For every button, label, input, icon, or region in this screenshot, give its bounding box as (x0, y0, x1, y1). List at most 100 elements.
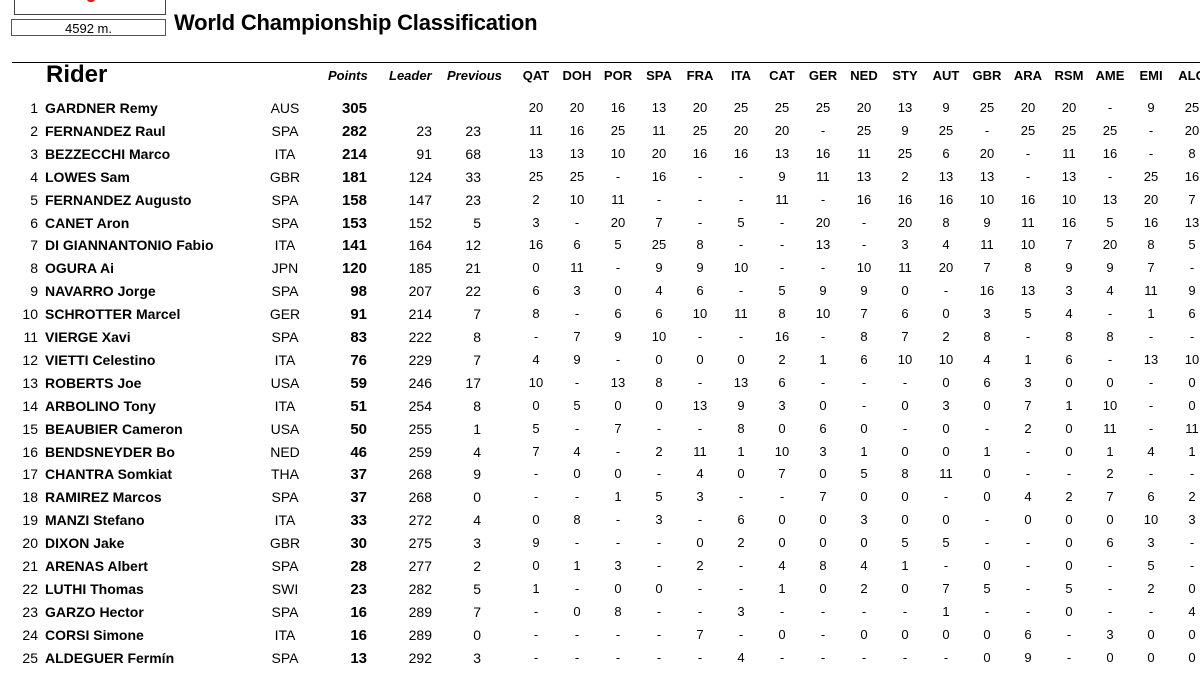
race-result: - (820, 122, 826, 138)
rider-points: 51 (350, 397, 367, 415)
race-result: - (902, 649, 908, 665)
race-result: 7 (1188, 191, 1196, 207)
race-result: 2 (696, 558, 704, 573)
gap-to-leader: 289 (408, 626, 432, 643)
race-result: 5 (1024, 306, 1032, 322)
race-result: 8 (532, 306, 540, 322)
race-result: - (1107, 558, 1113, 573)
gap-to-previous: 68 (465, 145, 481, 162)
race-result: 20 (856, 100, 872, 115)
rider-nation: ITA (274, 397, 296, 414)
race-result: 2 (942, 329, 950, 344)
race-result: 0 (737, 351, 745, 367)
race-result: 9 (901, 122, 909, 138)
race-result: 8 (1188, 145, 1196, 161)
gap-to-leader: 268 (408, 466, 432, 483)
race-result: 0 (942, 306, 950, 322)
header-divider (12, 62, 1200, 63)
race-result: 25 (528, 168, 544, 184)
race-result: 11 (1103, 420, 1117, 436)
race-result: 0 (901, 512, 909, 528)
gap-to-previous: 33 (465, 168, 481, 185)
rider-position: 8 (30, 260, 38, 277)
race-result: 9 (655, 260, 663, 276)
race-result: 0 (614, 283, 622, 299)
circuit-logo (14, 0, 166, 15)
table-row: 16 BENDSNEYDER Bo NED 46 259 4 7 4-2 11 1 10 3 1 0 0 1-… (0, 444, 1200, 467)
rider-position: 4 (30, 168, 38, 185)
race-result: 0 (1065, 558, 1073, 573)
race-result: - (1025, 558, 1031, 573)
race-result: 8 (819, 558, 827, 573)
rider-position: 21 (22, 558, 38, 574)
rider-nation: GBR (269, 168, 301, 185)
race-result: 0 (778, 626, 786, 642)
race-result: 4 (696, 466, 704, 482)
race-result: - (615, 168, 621, 184)
race-result: 2 (737, 535, 745, 551)
race-result: 10 (569, 191, 585, 207)
race-result: 11 (857, 145, 871, 161)
race-result: 16 (733, 145, 749, 161)
race-header: AUT (932, 68, 960, 83)
rider-name: NAVARRO Jorge (45, 283, 156, 300)
gap-to-leader: 246 (408, 374, 432, 391)
table-row: 8 OGURA Ai JPN 120 185 21 0 11 - 9 9 10 - - 10 11 20 7 8 9 9… (0, 260, 1200, 283)
race-result: 25 (1102, 122, 1118, 138)
gap-to-leader: 152 (408, 214, 432, 231)
race-result: - (1025, 535, 1031, 551)
race-result: - (1107, 306, 1113, 322)
rider-name: ARENAS Albert (45, 558, 148, 574)
race-result: - (533, 489, 539, 505)
race-result: - (1189, 535, 1195, 551)
gap-to-previous: 7 (473, 306, 481, 323)
rider-name: GARDNER Remy (45, 100, 158, 116)
race-header: CAT (769, 68, 795, 83)
race-result: 20 (1102, 237, 1118, 253)
race-result: - (697, 329, 703, 344)
gap-to-leader: 272 (408, 512, 432, 529)
race-result: - (1148, 329, 1154, 344)
race-result: 6 (573, 237, 581, 253)
rider-position: 3 (30, 145, 38, 162)
race-result: - (738, 558, 744, 573)
gap-to-previous: 23 (465, 122, 481, 139)
race-result: - (1066, 649, 1072, 665)
race-result: 3 (942, 397, 950, 413)
gap-to-previous: 8 (473, 397, 481, 414)
rider-position: 10 (22, 306, 38, 323)
race-result: 4 (778, 558, 786, 573)
race-result: 0 (655, 351, 663, 367)
race-result: 10 (774, 443, 790, 459)
race-result: 11 (1062, 145, 1076, 161)
rider-points: 76 (350, 351, 367, 369)
race-result: - (1107, 580, 1113, 596)
race-result: 7 (942, 580, 950, 596)
race-result: - (820, 191, 826, 207)
race-result: 10 (1102, 397, 1118, 413)
race-result: 25 (651, 237, 667, 253)
race-result: 16 (651, 168, 667, 184)
rider-nation: ITA (274, 626, 296, 643)
gap-to-leader: 23 (416, 122, 432, 139)
race-result: 0 (1188, 626, 1196, 642)
race-result: - (574, 535, 580, 551)
race-result: 3 (778, 397, 786, 413)
race-result: 25 (856, 122, 872, 138)
race-result: - (902, 420, 908, 436)
race-result: 0 (1065, 603, 1073, 619)
race-result: 5 (1106, 214, 1114, 230)
race-result: 2 (1106, 466, 1114, 482)
race-result: 0 (901, 626, 909, 642)
race-result: - (820, 649, 826, 665)
race-header: DOH (562, 68, 592, 83)
race-result: - (533, 649, 539, 665)
previous-column-header: Previous (447, 68, 502, 83)
race-result: 16 (774, 329, 790, 344)
race-result: 16 (692, 145, 708, 161)
race-result: 16 (1102, 145, 1118, 161)
race-result: - (533, 626, 539, 642)
race-result: 9 (778, 168, 786, 184)
race-result: - (943, 649, 949, 665)
race-result: 25 (1061, 122, 1077, 138)
